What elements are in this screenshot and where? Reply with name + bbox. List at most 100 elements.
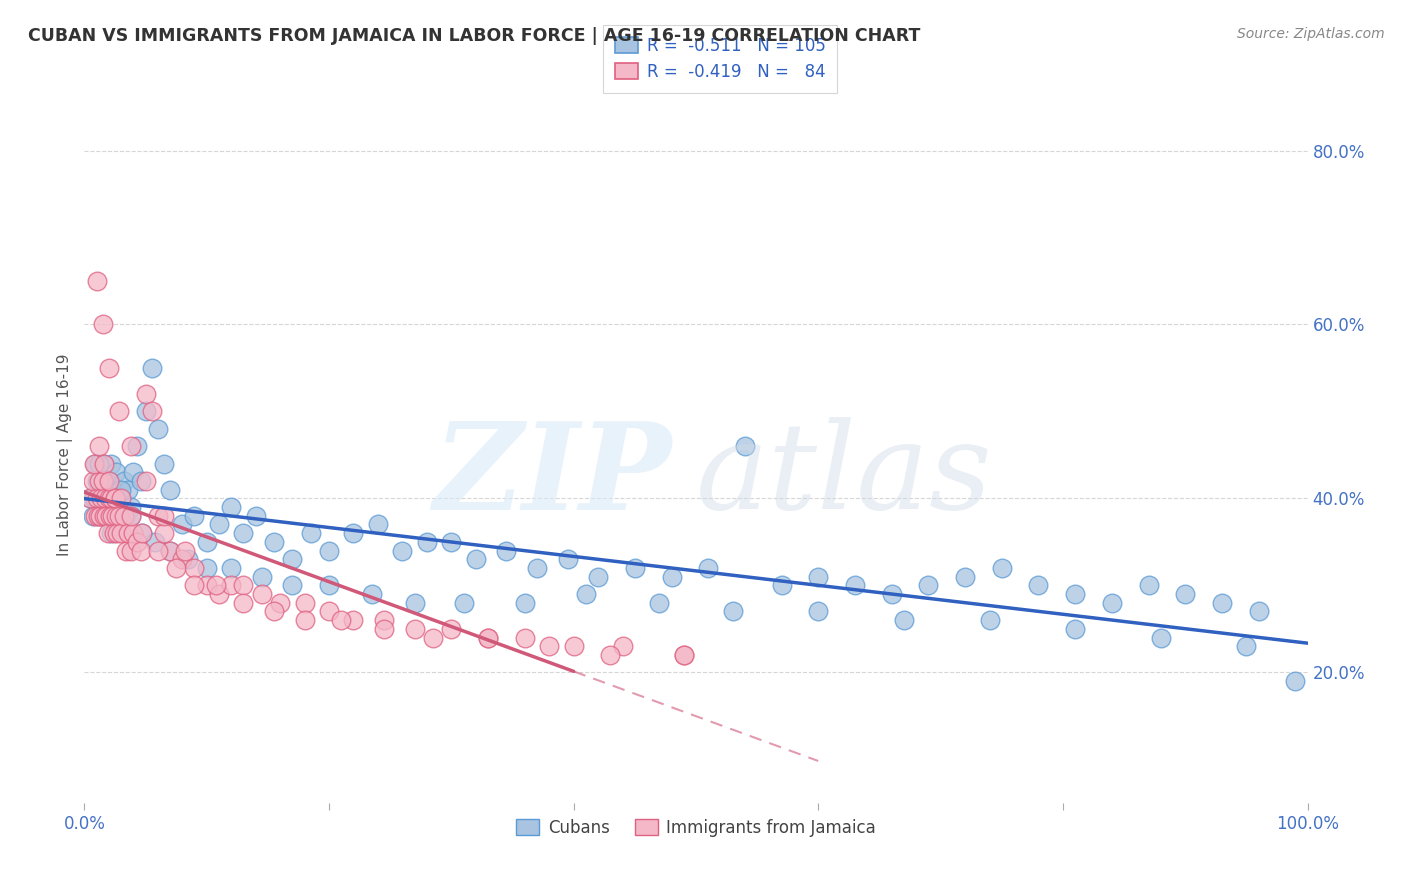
Point	[129, 543, 152, 558]
Text: Source: ZipAtlas.com: Source: ZipAtlas.com	[1237, 27, 1385, 41]
Point	[1174, 587, 1197, 601]
Point	[734, 439, 756, 453]
Point	[599, 648, 621, 662]
Point	[991, 561, 1014, 575]
Point	[135, 387, 157, 401]
Point	[86, 474, 108, 488]
Point	[97, 491, 120, 506]
Point	[159, 483, 181, 497]
Point	[807, 605, 830, 619]
Point	[177, 552, 200, 566]
Point	[294, 596, 316, 610]
Point	[648, 596, 671, 610]
Point	[245, 508, 267, 523]
Point	[586, 570, 609, 584]
Point	[281, 552, 304, 566]
Point	[86, 491, 108, 506]
Point	[91, 474, 114, 488]
Point	[97, 491, 120, 506]
Point	[94, 491, 117, 506]
Point	[96, 508, 118, 523]
Point	[422, 631, 444, 645]
Point	[159, 543, 181, 558]
Point	[122, 466, 145, 480]
Point	[105, 508, 128, 523]
Point	[117, 526, 139, 541]
Point	[84, 457, 107, 471]
Point	[172, 552, 194, 566]
Point	[205, 578, 228, 592]
Point	[318, 578, 340, 592]
Point	[79, 491, 101, 506]
Point	[87, 457, 110, 471]
Point	[153, 457, 176, 471]
Point	[1137, 578, 1160, 592]
Point	[94, 491, 117, 506]
Point	[100, 457, 122, 471]
Point	[294, 613, 316, 627]
Point	[807, 570, 830, 584]
Point	[721, 605, 744, 619]
Point	[232, 526, 254, 541]
Point	[93, 457, 115, 471]
Point	[86, 274, 108, 288]
Point	[672, 648, 695, 662]
Point	[120, 508, 142, 523]
Point	[105, 526, 128, 541]
Point	[513, 596, 536, 610]
Point	[979, 613, 1001, 627]
Text: ZIP: ZIP	[433, 417, 672, 535]
Point	[373, 622, 395, 636]
Point	[453, 596, 475, 610]
Point	[893, 613, 915, 627]
Point	[87, 508, 110, 523]
Point	[367, 517, 389, 532]
Point	[100, 491, 122, 506]
Point	[79, 491, 101, 506]
Point	[953, 570, 976, 584]
Point	[89, 508, 111, 523]
Point	[91, 474, 114, 488]
Point	[195, 561, 218, 575]
Point	[105, 500, 128, 514]
Point	[562, 639, 585, 653]
Point	[373, 613, 395, 627]
Point	[141, 404, 163, 418]
Point	[91, 318, 114, 332]
Point	[1028, 578, 1050, 592]
Point	[115, 508, 138, 523]
Point	[1064, 587, 1087, 601]
Point	[183, 561, 205, 575]
Point	[104, 483, 127, 497]
Point	[82, 474, 104, 488]
Point	[125, 439, 148, 453]
Point	[208, 517, 231, 532]
Point	[107, 508, 129, 523]
Y-axis label: In Labor Force | Age 16-19: In Labor Force | Age 16-19	[58, 353, 73, 557]
Point	[110, 491, 132, 506]
Point	[135, 404, 157, 418]
Point	[100, 526, 122, 541]
Point	[131, 526, 153, 541]
Point	[91, 508, 114, 523]
Point	[93, 508, 115, 523]
Text: CUBAN VS IMMIGRANTS FROM JAMAICA IN LABOR FORCE | AGE 16-19 CORRELATION CHART: CUBAN VS IMMIGRANTS FROM JAMAICA IN LABO…	[28, 27, 921, 45]
Point	[391, 543, 413, 558]
Point	[101, 491, 124, 506]
Point	[107, 404, 129, 418]
Point	[104, 491, 127, 506]
Point	[153, 508, 176, 523]
Text: atlas: atlas	[696, 417, 993, 534]
Point	[120, 508, 142, 523]
Point	[117, 483, 139, 497]
Point	[110, 491, 132, 506]
Point	[83, 491, 105, 506]
Point	[122, 526, 145, 541]
Point	[360, 587, 382, 601]
Point	[330, 613, 353, 627]
Point	[263, 534, 285, 549]
Point	[87, 491, 110, 506]
Point	[219, 561, 242, 575]
Point	[84, 508, 107, 523]
Point	[477, 631, 499, 645]
